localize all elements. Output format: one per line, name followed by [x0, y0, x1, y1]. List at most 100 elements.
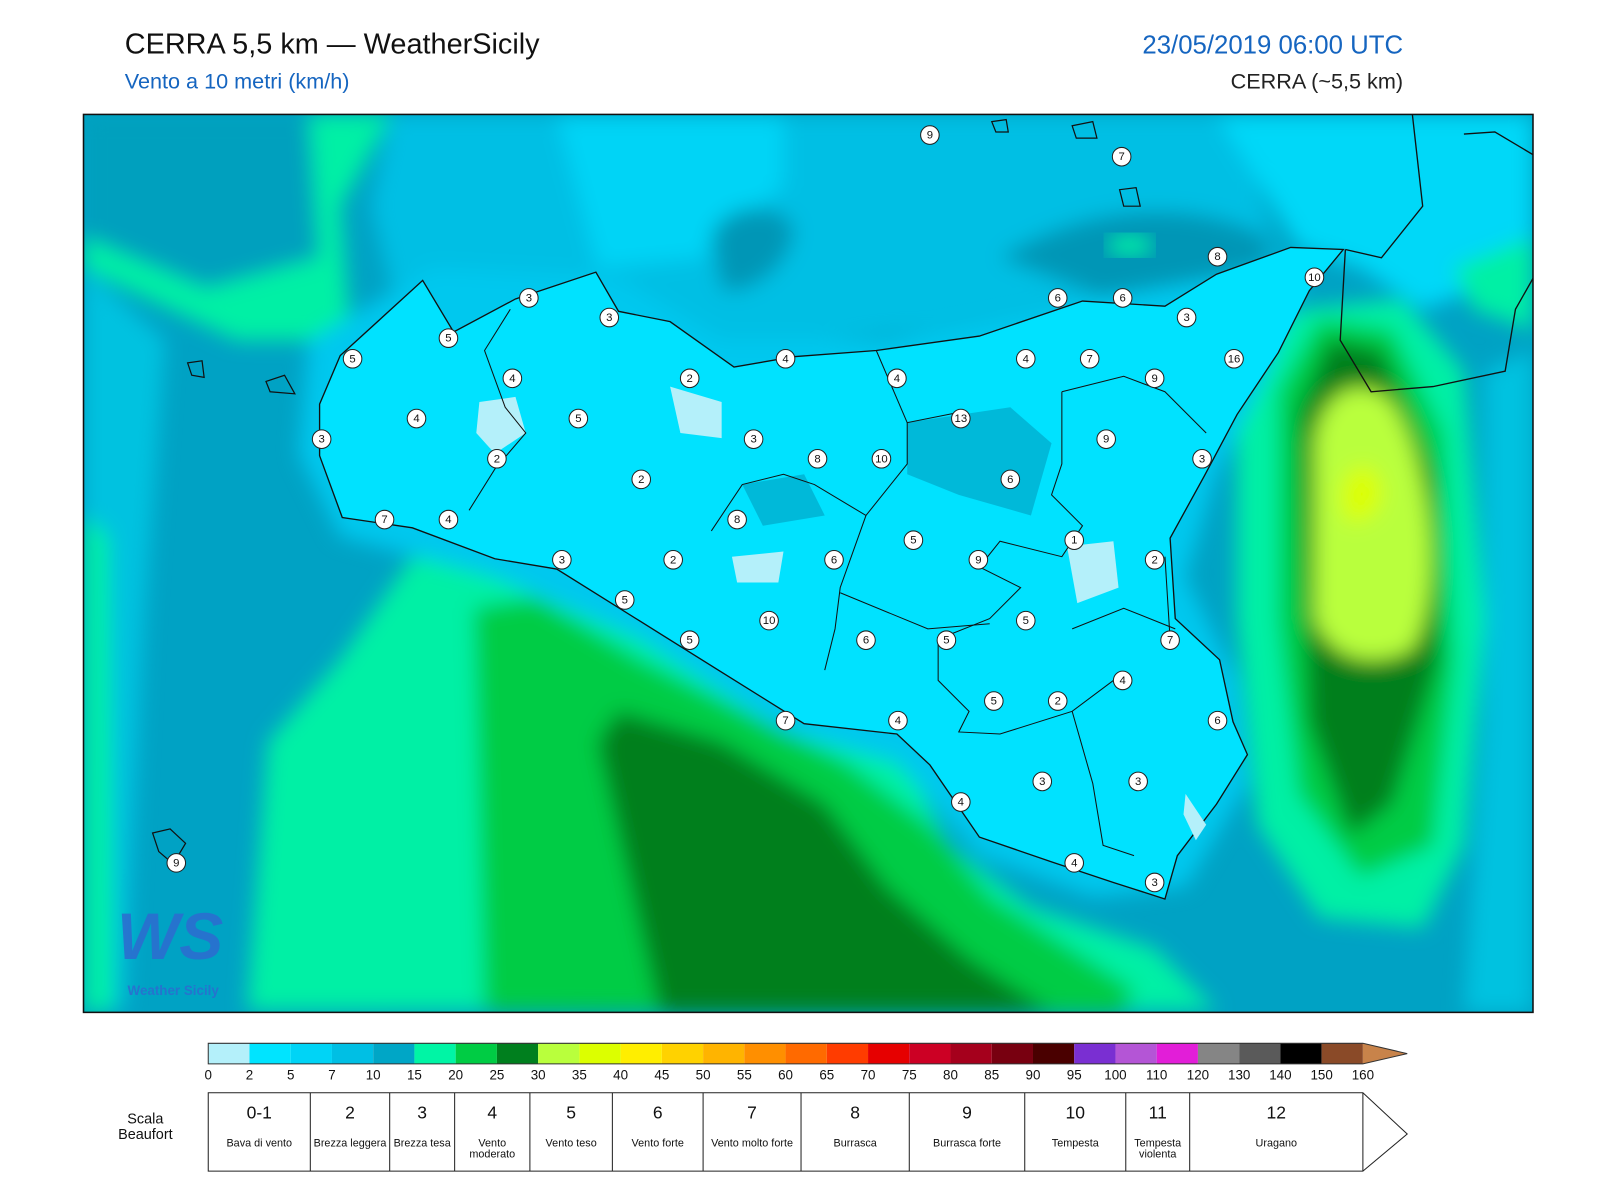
- station: 7: [374, 509, 395, 530]
- colorbar-tick-label: 50: [696, 1067, 711, 1082]
- station-marker: [552, 549, 572, 570]
- station-value: 8: [814, 453, 820, 465]
- colorbar-swatch: [538, 1043, 580, 1064]
- station-marker: [519, 288, 539, 308]
- beaufort-label: Tempesta violenta: [1134, 1137, 1182, 1161]
- colorbar-swatch: [373, 1043, 415, 1064]
- station-value: 16: [1228, 353, 1241, 365]
- station-marker: [1144, 872, 1165, 893]
- station-value: 5: [622, 595, 628, 607]
- station-marker: [951, 792, 971, 812]
- beaufort-level: 5 Vento teso: [530, 1093, 612, 1171]
- colorbar-tick-label: 110: [1146, 1067, 1167, 1082]
- station-value: 2: [1055, 696, 1061, 708]
- beaufort-label: Brezza leggera: [313, 1137, 387, 1150]
- colorbar-tick-label: 15: [407, 1067, 422, 1082]
- station-marker: [1112, 670, 1133, 691]
- station-value: 4: [413, 413, 419, 425]
- station: 3: [599, 307, 620, 328]
- station-marker: [1112, 288, 1133, 308]
- beaufort-cell: 9 Burrasca forte: [933, 1103, 1001, 1150]
- station-value: 4: [445, 514, 451, 526]
- station: 2: [631, 469, 652, 490]
- station: 5: [342, 348, 363, 369]
- station: 4: [888, 710, 908, 731]
- station-marker: [374, 509, 395, 530]
- colorbar-tick-label: 60: [778, 1067, 793, 1082]
- beaufort-label: Vento molto forte: [711, 1137, 793, 1150]
- station-marker: [599, 307, 620, 328]
- station: 9: [166, 853, 187, 873]
- colorbar-swatch: [1239, 1043, 1281, 1064]
- station: 9: [920, 125, 940, 145]
- station: 7: [1160, 630, 1180, 650]
- mainland-coast: [1339, 114, 1533, 393]
- station-value: 1: [1071, 535, 1077, 547]
- station-value: 9: [1103, 434, 1109, 446]
- station-marker: [1160, 630, 1180, 650]
- colorbar-swatch: [249, 1043, 291, 1064]
- colorbar-swatch: [1280, 1043, 1322, 1064]
- colorbar-tick-label: 75: [902, 1067, 917, 1082]
- station-value: 3: [606, 312, 612, 324]
- colorbar-swatch: [991, 1043, 1033, 1064]
- station-marker: [679, 368, 700, 389]
- station-value: 5: [687, 635, 693, 647]
- station-marker: [568, 408, 589, 429]
- station-marker: [1015, 610, 1036, 631]
- station: 4: [775, 348, 796, 369]
- station-value: 6: [831, 554, 837, 566]
- station-value: 3: [1135, 776, 1141, 788]
- station-value: 4: [1120, 675, 1126, 687]
- title: CERRA 5,5 km — WeatherSicily: [125, 29, 540, 61]
- station-marker: [487, 448, 507, 469]
- beaufort-force: 10: [1065, 1103, 1086, 1123]
- beaufort-force: 3: [417, 1103, 428, 1123]
- station-value: 9: [173, 857, 179, 869]
- station-marker: [824, 549, 844, 570]
- colorbar-swatch: [1115, 1043, 1157, 1064]
- beaufort-title: Scala Beaufort: [118, 1111, 173, 1142]
- beaufort-force: 8: [850, 1103, 861, 1123]
- station-marker: [1111, 146, 1132, 167]
- colorbar-tick-label: 40: [613, 1067, 628, 1082]
- station-marker: [631, 469, 652, 490]
- station: 9: [968, 549, 989, 570]
- logo-mark: WS: [117, 899, 223, 973]
- station-marker: [743, 429, 764, 449]
- station: 2: [487, 448, 507, 469]
- station: 10: [871, 448, 892, 469]
- station-value: 13: [955, 413, 968, 425]
- beaufort-level: 0-1 Bava di vento: [208, 1093, 310, 1171]
- beaufort-force: 9: [962, 1103, 972, 1123]
- colorbar-tick-label: 2: [246, 1067, 253, 1082]
- station-marker: [871, 448, 892, 469]
- beaufort-cell: 11 Tempesta violenta: [1134, 1103, 1182, 1161]
- station-value: 8: [1214, 251, 1220, 263]
- station: 4: [1064, 853, 1085, 873]
- beaufort-cell: 10 Tempesta: [1052, 1103, 1099, 1149]
- beaufort-force: 11: [1148, 1103, 1167, 1123]
- station: 4: [502, 368, 523, 389]
- station: 16: [1224, 348, 1244, 369]
- beaufort-label: Burrasca forte: [933, 1137, 1001, 1150]
- colorbar-tick-label: 130: [1228, 1067, 1250, 1082]
- calm-patches: [476, 386, 1207, 841]
- beaufort-label: Vento forte: [631, 1137, 684, 1150]
- beaufort-cell: 6 Vento forte: [631, 1103, 684, 1150]
- station: 3: [519, 288, 539, 308]
- station-value: 4: [958, 797, 964, 809]
- station-value: 5: [575, 413, 581, 425]
- station: 3: [743, 429, 764, 449]
- colorbar-swatch: [661, 1043, 704, 1064]
- station: 9: [1096, 429, 1116, 449]
- station: 3: [1128, 771, 1148, 792]
- inland-bands: [742, 407, 1052, 526]
- station-marker: [614, 590, 635, 610]
- colorbar-swatch: [579, 1043, 621, 1064]
- station: 6: [824, 549, 844, 570]
- beaufort-force: 2: [345, 1103, 355, 1123]
- station-marker: [166, 853, 187, 873]
- station: 10: [759, 610, 779, 631]
- colorbar-tick-label: 160: [1352, 1067, 1374, 1082]
